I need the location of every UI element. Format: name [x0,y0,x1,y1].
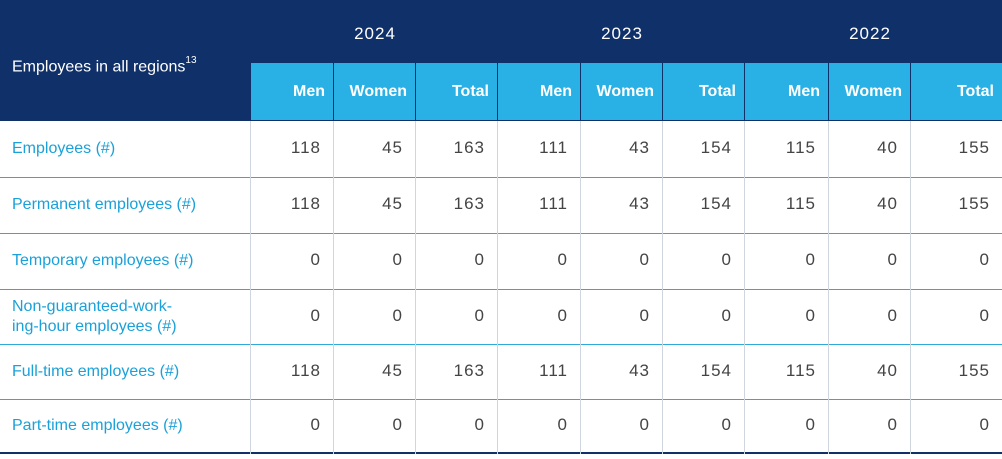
table-cell: 0 [979,250,990,269]
row-employees: Employees (#) 118 45 163 111 43 154 115 40 155 [0,121,1002,178]
row-label: Non-guaranteed-work-ing-hour employees (… [12,297,177,337]
table-cell: 0 [392,306,403,325]
row-label-line: Non-guaranteed-work- [12,298,173,315]
subheader-men-2024: Men [251,63,333,120]
year-header-2022: 2022 [849,24,891,43]
table-cell: 0 [474,306,485,325]
table-cell: 0 [721,250,732,269]
table-cell: 0 [392,415,403,434]
table-cell: 155 [958,138,990,157]
subheader-men-2022: Men [745,63,828,120]
table-cell: 0 [392,250,403,269]
table-cell: 115 [785,194,816,213]
year-header-2023: 2023 [601,24,643,43]
column-divider [744,121,745,454]
column-divider [415,121,416,454]
table-cell: 45 [382,361,403,380]
table-cell: 43 [629,361,650,380]
row-non-guaranteed-employees: Non-guaranteed-work-ing-hour employees (… [0,289,1002,345]
column-divider [580,121,581,454]
table-cell: 0 [474,415,485,434]
subheader-women-2024: Women [334,63,415,120]
table-cell: 40 [877,138,898,157]
row-label: Part-time employees (#) [12,416,183,436]
row-label-line: ing-hour employees (#) [12,318,177,335]
row-label-line: Full-time employees (#) [12,363,180,380]
subheader-total-2022: Total [911,63,1002,120]
table-cell: 118 [290,138,321,157]
table-title-text: Employees in all regions [12,58,186,76]
column-divider [662,121,663,454]
table-cell: 0 [557,306,568,325]
table-cell: 163 [453,194,485,213]
table-cell: 43 [629,194,650,213]
table-cell: 40 [877,361,898,380]
table-cell: 0 [639,306,650,325]
row-label-line: Temporary employees (#) [12,252,194,269]
row-full-time-employees: Full-time employees (#) 118 45 163 111 43 154 1… [0,344,1002,400]
table-cell: 115 [785,138,816,157]
table-cell: 155 [958,361,990,380]
table-cell: 0 [557,250,568,269]
column-divider [250,121,251,454]
table-cell: 163 [453,138,485,157]
table-cell: 45 [382,194,403,213]
row-label-line: Part-time employees (#) [12,417,183,434]
table-cell: 163 [453,361,485,380]
table-cell: 0 [557,415,568,434]
table-cell: 154 [700,194,732,213]
row-label: Permanent employees (#) [12,195,196,215]
row-label-line: Employees (#) [12,140,116,157]
table-cell: 111 [539,361,568,380]
table-cell: 154 [700,138,732,157]
table-cell: 0 [639,250,650,269]
table-cell: 118 [290,361,321,380]
table-cell: 111 [539,194,568,213]
row-label-line: Permanent employees (#) [12,196,197,213]
table-cell: 0 [310,250,321,269]
row-label: Employees (#) [12,139,115,159]
row-temporary-employees: Temporary employees (#) 0 0 0 0 0 0 0 0 0 [0,233,1002,290]
row-permanent-employees: Permanent employees (#) 118 45 163 111 43 154 1… [0,177,1002,234]
year-header-2024: 2024 [354,24,396,43]
column-divider [497,121,498,454]
column-divider [828,121,829,454]
subheader-women-2022: Women [829,63,910,120]
table-bottom-rule [0,452,1002,454]
table-cell: 0 [721,306,732,325]
table-cell: 0 [805,250,816,269]
table-cell: 115 [785,361,816,380]
row-label: Full-time employees (#) [12,362,179,382]
column-divider [910,121,911,454]
table-cell: 43 [629,138,650,157]
table-cell: 45 [382,138,403,157]
table-cell: 0 [721,415,732,434]
column-divider [333,121,334,454]
table-cell: 0 [639,415,650,434]
table-cell: 0 [805,306,816,325]
table-cell: 155 [958,194,990,213]
table-cell: 0 [979,415,990,434]
table-cell: 118 [290,194,321,213]
table-cell: 0 [474,250,485,269]
table-cell: 40 [877,194,898,213]
footnote-marker: 13 [185,55,197,66]
row-part-time-employees: Part-time employees (#) 0 0 0 0 0 0 0 0 0 [0,399,1002,454]
table-cell: 111 [539,138,568,157]
row-label: Temporary employees (#) [12,251,193,271]
table-cell: 0 [805,415,816,434]
subheader-total-2024: Total [416,63,497,120]
table-cell: 0 [310,415,321,434]
table-cell: 0 [310,306,321,325]
subheader-men-2023: Men [498,63,580,120]
table-cell: 154 [700,361,732,380]
table-title: Employees in all regions13 [12,55,197,76]
table-cell: 0 [979,306,990,325]
subheader-total-2023: Total [663,63,744,120]
table-cell: 0 [887,306,898,325]
table-cell: 0 [887,250,898,269]
table-cell: 0 [887,415,898,434]
subheader-women-2023: Women [581,63,662,120]
